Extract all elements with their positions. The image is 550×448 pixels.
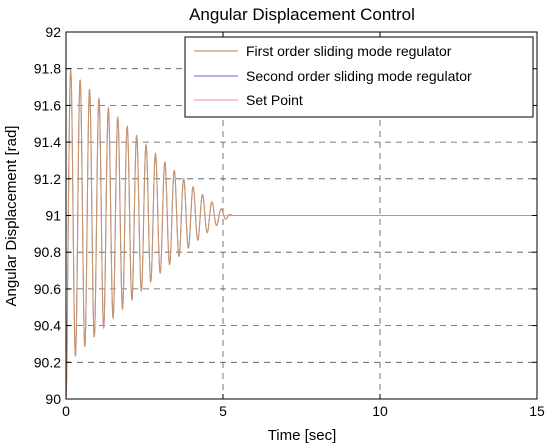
y-tick-label: 91.4: [34, 134, 61, 150]
chart-title: Angular Displacement Control: [189, 5, 415, 24]
y-axis-label: Angular Displacement [rad]: [3, 126, 20, 307]
legend-entry-set-point: Set Point: [246, 92, 303, 108]
y-tick-label: 90: [45, 391, 61, 407]
legend: First order sliding mode regulator Secon…: [184, 36, 534, 118]
legend-entry-first-order: First order sliding mode regulator: [246, 43, 452, 59]
y-tick-label: 90.6: [34, 281, 61, 297]
legend-box: [184, 36, 534, 118]
x-axis-label: Time [sec]: [268, 427, 337, 444]
y-tick-label: 90.4: [34, 318, 61, 334]
x-tick-label: 15: [529, 403, 545, 419]
x-tick-label: 5: [219, 403, 227, 419]
y-tick-label: 90.2: [34, 354, 61, 370]
series-line-0: [65, 69, 537, 400]
y-tick-label: 91.6: [34, 97, 61, 113]
y-tick-label: 91: [45, 208, 61, 224]
y-axis-ticks: 90 90.2 90.4 90.6 90.8 91 91.2 91.4 91.6 91.8 92: [34, 24, 537, 407]
x-axis-ticks: 0 5 10 15: [62, 32, 545, 419]
y-tick-label: 91.2: [34, 171, 61, 187]
series-lines: [65, 69, 537, 400]
x-tick-label: 0: [62, 403, 70, 419]
legend-entry-second-order: Second order sliding mode regulator: [246, 68, 472, 84]
x-tick-label: 10: [372, 403, 388, 419]
y-tick-label: 92: [45, 24, 61, 40]
series-line-1: [65, 69, 537, 400]
y-tick-label: 90.8: [34, 244, 61, 260]
y-tick-label: 91.8: [34, 61, 61, 77]
